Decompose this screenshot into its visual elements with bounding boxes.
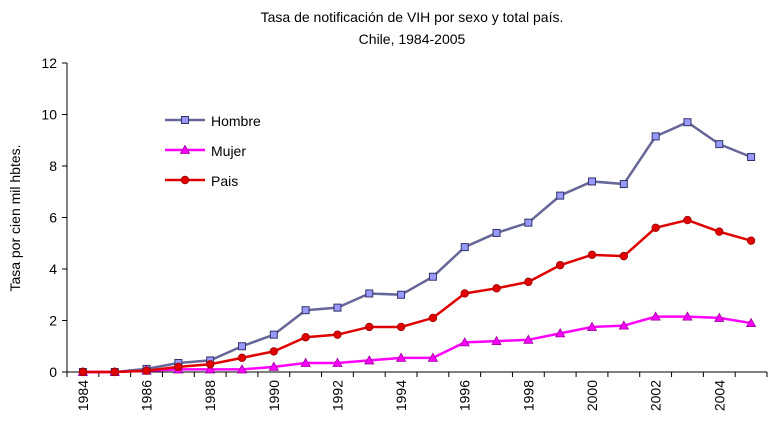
data-point xyxy=(236,364,248,374)
data-point xyxy=(555,260,565,270)
y-axis-label: Tasa por cien mil hbtes. xyxy=(7,144,23,291)
data-point xyxy=(651,132,660,141)
data-point xyxy=(174,362,183,372)
data-point xyxy=(682,311,693,321)
data-point xyxy=(588,177,596,186)
data-point xyxy=(618,320,630,330)
x-tick-label: 1986 xyxy=(139,380,155,411)
y-tick-label: 4 xyxy=(49,261,57,277)
y-tick-label: 2 xyxy=(49,313,57,329)
data-point xyxy=(333,303,342,312)
data-point xyxy=(142,366,151,375)
data-point xyxy=(268,361,280,371)
data-point xyxy=(523,334,534,344)
data-point xyxy=(460,289,469,298)
data-point xyxy=(204,364,216,374)
data-point xyxy=(110,367,119,377)
data-point xyxy=(524,277,533,287)
data-point xyxy=(619,251,629,261)
series-line xyxy=(82,218,752,374)
x-tick-label: 1994 xyxy=(393,380,409,411)
x-tick-label: 1998 xyxy=(520,380,536,411)
data-point xyxy=(714,312,725,322)
data-point xyxy=(332,357,343,367)
data-point xyxy=(556,191,565,200)
data-point xyxy=(524,218,533,227)
data-point xyxy=(395,352,407,362)
x-tick-label: 1990 xyxy=(266,380,282,411)
data-point xyxy=(269,347,279,356)
data-point xyxy=(459,337,470,347)
y-tick-label: 12 xyxy=(41,55,57,71)
data-point xyxy=(365,322,374,332)
data-point xyxy=(587,250,597,260)
data-point xyxy=(619,180,628,189)
data-point xyxy=(746,236,756,245)
y-tick-label: 8 xyxy=(49,158,57,174)
data-point xyxy=(650,311,661,321)
data-point xyxy=(365,289,374,298)
x-tick-label: 1996 xyxy=(457,380,473,411)
data-point xyxy=(238,342,246,351)
data-point xyxy=(554,328,566,338)
y-tick-label: 0 xyxy=(49,364,57,380)
legend-marker xyxy=(180,175,190,185)
data-point xyxy=(269,330,278,339)
legend-label: Hombre xyxy=(211,113,261,129)
data-point xyxy=(396,322,406,332)
data-point xyxy=(428,313,438,323)
series-line xyxy=(82,315,752,374)
data-point xyxy=(428,272,437,281)
series-line xyxy=(82,120,752,374)
data-point xyxy=(364,355,375,365)
data-point xyxy=(492,284,501,293)
data-point xyxy=(745,317,757,327)
legend-label: Mujer xyxy=(211,143,246,159)
legend-marker xyxy=(179,144,191,154)
x-tick-label: 1984 xyxy=(75,380,91,411)
data-point xyxy=(715,227,724,236)
data-point xyxy=(301,306,310,315)
data-point xyxy=(237,353,247,363)
data-point xyxy=(586,321,598,331)
legend-label: Pais xyxy=(211,173,238,189)
data-point xyxy=(747,152,756,161)
chart-title: Tasa de notificación de VIH por sexo y t… xyxy=(261,9,564,25)
data-point xyxy=(651,223,660,232)
x-tick-label: 2004 xyxy=(711,380,727,411)
x-tick-label: 1988 xyxy=(202,380,218,411)
data-point xyxy=(491,335,502,345)
data-point xyxy=(683,118,692,127)
data-point xyxy=(715,140,724,149)
data-point xyxy=(683,215,692,225)
x-tick-label: 1992 xyxy=(329,380,345,411)
data-point xyxy=(492,228,501,237)
data-point xyxy=(427,352,439,362)
legend-marker xyxy=(181,116,189,124)
x-tick-label: 2002 xyxy=(648,380,664,411)
data-point xyxy=(333,330,342,339)
chart-subtitle: Chile, 1984-2005 xyxy=(359,31,466,47)
data-point xyxy=(397,290,406,299)
x-tick-label: 2000 xyxy=(584,380,600,411)
y-tick-label: 10 xyxy=(41,107,57,123)
data-point xyxy=(301,333,310,342)
y-tick-label: 6 xyxy=(49,210,57,226)
data-point xyxy=(300,357,311,367)
data-point xyxy=(78,367,88,377)
data-point xyxy=(460,243,469,252)
data-point xyxy=(205,360,215,369)
